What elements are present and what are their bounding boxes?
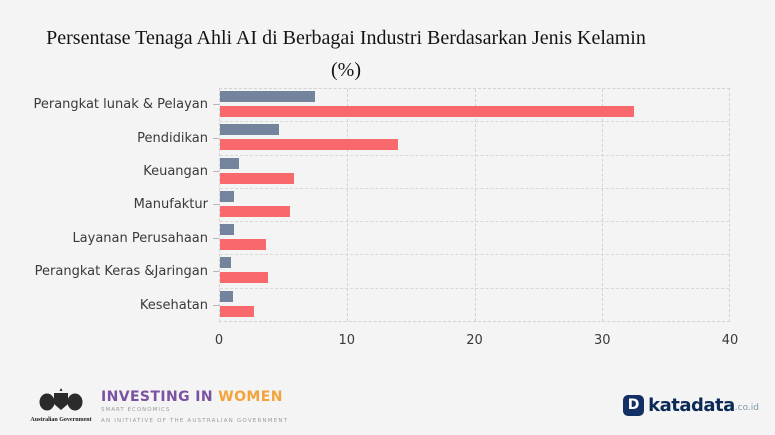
bar-series-2-red — [220, 239, 266, 251]
category-label: Perangkat Keras &Jaringan — [34, 264, 208, 280]
gridline-20 — [474, 89, 476, 321]
y-tick-mark — [213, 271, 219, 273]
y-tick-mark — [213, 204, 219, 206]
chart-row — [220, 255, 729, 289]
category-label: Pendidikan — [137, 130, 208, 146]
chart-row — [220, 289, 729, 321]
chart-title: Persentase Tenaga Ahli AI di Berbagai In… — [0, 22, 692, 86]
chart-title-line1: Persentase Tenaga Ahli AI di Berbagai In… — [46, 27, 646, 49]
bar-series-2-red — [220, 272, 269, 284]
bar-series-2-red — [220, 172, 294, 184]
katadata-domain-suffix: .co.id — [734, 403, 759, 413]
x-tick-label-40: 40 — [721, 333, 739, 348]
bar-series-1-blue — [220, 124, 279, 136]
category-label-row: Manufaktur — [0, 188, 219, 221]
bar-series-1-blue — [220, 290, 233, 302]
katadata-logo: D katadata .co.id — [623, 395, 759, 416]
y-tick-mark — [213, 171, 219, 173]
katadata-brand-text: katadata — [648, 395, 735, 416]
coat-of-arms-icon — [38, 388, 84, 416]
crest-caption: Australian Government — [30, 417, 92, 423]
chart-row — [220, 122, 729, 156]
y-tick-mark — [213, 137, 219, 139]
category-label: Keuangan — [143, 164, 208, 180]
bar-series-1-blue — [220, 224, 234, 236]
katadata-d-icon: D — [623, 395, 645, 416]
gridline-10 — [347, 89, 349, 321]
category-label-row: Perangkat Keras &Jaringan — [0, 255, 219, 288]
chart-row — [220, 89, 729, 123]
category-label: Perangkat lunak & Pelayan — [33, 97, 208, 113]
x-tick-label-30: 30 — [593, 333, 611, 348]
bar-series-1-blue — [220, 157, 240, 169]
investing-in-women-title: INVESTING IN WOMEN — [101, 389, 288, 405]
chart-row — [220, 189, 729, 223]
chart-row — [220, 156, 729, 189]
category-label: Layanan Perusahaan — [72, 230, 208, 246]
investing-in-title-part2: WOMEN — [218, 389, 283, 405]
bar-series-1-blue — [220, 257, 232, 269]
x-axis: 0 10 20 30 40 — [215, 333, 738, 351]
investing-in-women-text: INVESTING IN WOMEN SMART ECONOMICS AN IN… — [101, 388, 288, 424]
bar-series-2-red — [220, 305, 255, 317]
bar-series-1-blue — [220, 91, 316, 102]
gridline-30 — [601, 89, 603, 321]
x-tick-label-10: 10 — [338, 333, 356, 348]
category-labels: Perangkat lunak & Pelayan Pendidikan Keuan… — [0, 88, 219, 322]
initiative-tagline: AN INITIATIVE OF THE AUSTRALIAN GOVERNME… — [101, 418, 289, 424]
y-tick-mark — [213, 237, 219, 239]
bar-series-2-red — [220, 205, 290, 217]
bar-series-2-red — [220, 139, 399, 151]
australian-government-crest: Australian Government — [30, 388, 92, 423]
bar-series-2-red — [220, 106, 634, 117]
category-label-row: Pendidikan — [0, 121, 219, 154]
bar-series-1-blue — [220, 190, 234, 202]
x-tick-label-20: 20 — [466, 333, 483, 348]
smart-economics-subtitle: SMART ECONOMICS — [101, 407, 171, 413]
category-label-row: Kesehatan — [0, 289, 219, 322]
y-tick-mark — [213, 104, 219, 106]
investing-in-women-logo: Australian Government INVESTING IN WOMEN… — [30, 388, 288, 424]
category-label-row: Keuangan — [0, 155, 219, 188]
category-label: Kesehatan — [139, 297, 208, 313]
x-tick-label-0: 0 — [214, 333, 224, 348]
bar-chart: Perangkat lunak & Pelayan Pendidikan Keuan… — [0, 88, 730, 322]
chart-row — [220, 222, 729, 256]
chart-title-line2: (%) — [331, 59, 361, 81]
y-tick-mark — [213, 304, 219, 306]
category-label: Manufaktur — [133, 197, 208, 213]
category-label-row: Perangkat lunak & Pelayan — [0, 88, 219, 121]
category-label-row: Layanan Perusahaan — [0, 222, 219, 255]
investing-in-title-part1: INVESTING IN — [101, 389, 219, 405]
plot-area — [219, 88, 730, 322]
